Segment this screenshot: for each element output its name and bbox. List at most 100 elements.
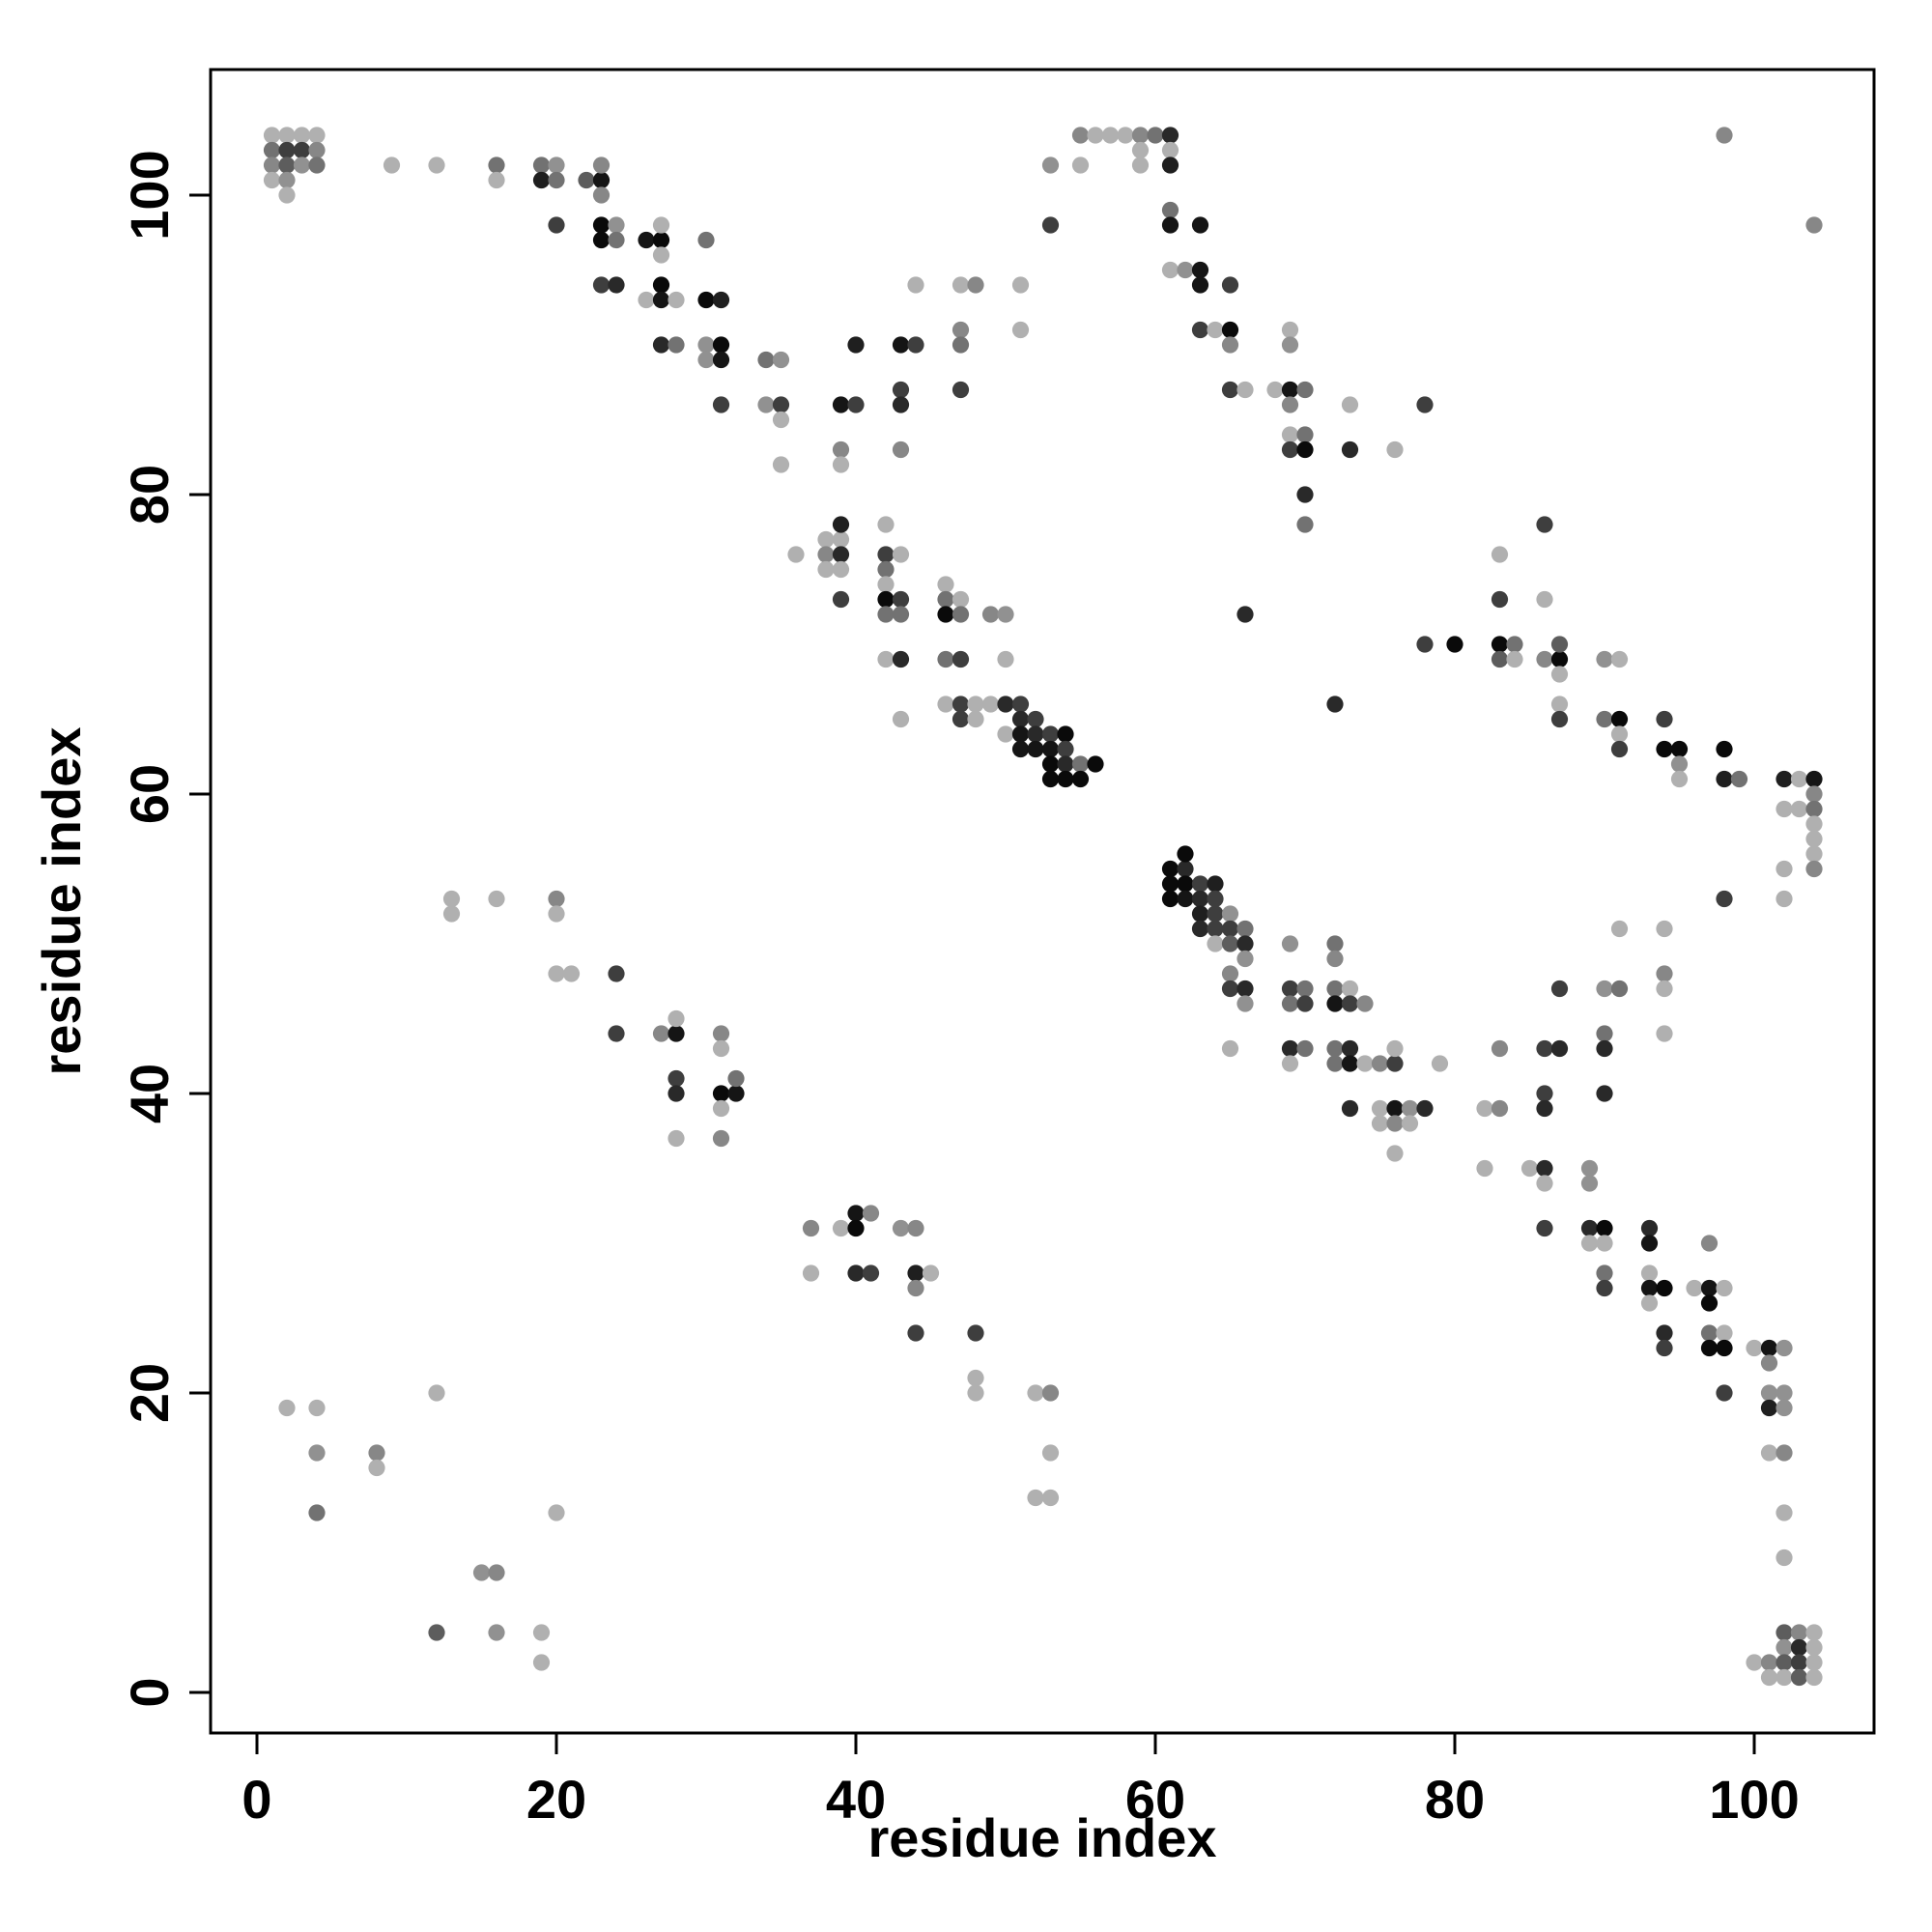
contact-point xyxy=(1011,725,1030,743)
contact-point xyxy=(1776,1624,1793,1641)
y-tick-label: 20 xyxy=(119,1363,180,1423)
contact-point xyxy=(712,336,730,354)
contact-point xyxy=(697,231,715,249)
contact-point xyxy=(892,381,910,399)
contact-point xyxy=(1790,1668,1808,1687)
contact-point xyxy=(1716,770,1733,788)
contact-point xyxy=(1536,1175,1553,1192)
contact-point xyxy=(488,890,505,908)
contact-point xyxy=(1700,1294,1719,1312)
contact-point xyxy=(1656,1324,1673,1342)
contact-point xyxy=(802,1219,820,1237)
contact-point xyxy=(1131,127,1150,144)
contact-point xyxy=(1610,710,1629,728)
contact-point xyxy=(847,396,865,413)
contact-point xyxy=(428,156,445,174)
contact-point xyxy=(1580,1159,1599,1178)
contact-point xyxy=(1640,1279,1659,1297)
contact-point xyxy=(1416,1099,1434,1118)
contact-point xyxy=(1326,1039,1344,1058)
contact-point xyxy=(847,1205,865,1222)
contact-point xyxy=(1596,1235,1613,1252)
contact-point xyxy=(1281,321,1299,339)
contact-point xyxy=(308,1399,326,1417)
contact-point xyxy=(1760,1444,1778,1462)
contact-point xyxy=(532,1654,551,1671)
contact-point xyxy=(1147,127,1164,144)
contact-point xyxy=(997,696,1014,713)
contact-point xyxy=(892,650,910,668)
contact-point xyxy=(1191,276,1209,294)
contact-point xyxy=(668,1025,685,1042)
contact-point xyxy=(562,965,581,982)
contact-point xyxy=(1776,890,1793,908)
contact-point xyxy=(1431,1055,1449,1072)
contact-point xyxy=(1281,381,1299,399)
contact-point xyxy=(1790,1654,1808,1671)
x-tick-label: 0 xyxy=(242,1769,271,1830)
contact-point xyxy=(877,650,895,668)
contact-point xyxy=(1790,800,1808,818)
contact-point xyxy=(1656,740,1673,758)
contact-point xyxy=(1536,1219,1553,1237)
contact-point xyxy=(1011,696,1030,713)
contact-point xyxy=(1011,276,1030,294)
contact-point xyxy=(1760,1384,1778,1402)
contact-point xyxy=(907,1324,924,1342)
contact-point xyxy=(697,336,715,354)
contact-point xyxy=(952,276,970,294)
contact-point xyxy=(1326,696,1344,713)
contact-point xyxy=(712,1025,730,1042)
contact-point xyxy=(1281,1055,1299,1072)
contact-point xyxy=(1011,710,1030,728)
contact-point xyxy=(1386,1039,1404,1058)
contact-point xyxy=(548,905,565,923)
contact-point xyxy=(1191,905,1209,923)
contact-point xyxy=(981,696,1000,713)
contact-point xyxy=(1580,1219,1599,1237)
contact-point xyxy=(608,231,625,249)
contact-point xyxy=(1326,950,1344,968)
contact-point xyxy=(1236,950,1254,968)
contact-point xyxy=(1191,321,1209,339)
contact-point xyxy=(892,1219,910,1237)
contact-point xyxy=(278,127,296,144)
contact-point xyxy=(997,606,1014,623)
y-tick-label: 100 xyxy=(119,150,180,240)
contact-point xyxy=(1716,1384,1733,1402)
contact-point xyxy=(697,291,715,309)
contact-point xyxy=(1610,920,1629,938)
contact-point xyxy=(1281,995,1299,1012)
x-tick-label: 20 xyxy=(526,1769,586,1830)
contact-point xyxy=(1776,800,1793,818)
contact-point xyxy=(293,141,311,159)
contact-point xyxy=(1536,650,1553,668)
contact-point xyxy=(1686,1279,1703,1297)
contact-point xyxy=(1776,1654,1793,1671)
contact-point xyxy=(1550,650,1569,668)
contact-point xyxy=(1776,1548,1793,1567)
contact-point xyxy=(1416,396,1434,413)
contact-point xyxy=(1776,1399,1793,1417)
contact-point xyxy=(1161,156,1179,174)
contact-point xyxy=(952,381,970,399)
contact-point xyxy=(548,965,565,982)
contact-point xyxy=(1296,426,1314,443)
contact-point xyxy=(668,1129,685,1148)
contact-point xyxy=(1341,995,1359,1012)
contact-point xyxy=(263,171,281,189)
contact-point xyxy=(937,590,954,609)
contact-point xyxy=(1371,1099,1389,1118)
contact-point xyxy=(1536,1159,1553,1178)
contact-point xyxy=(1790,770,1808,788)
contact-point xyxy=(892,440,910,459)
contact-point xyxy=(847,336,865,354)
contact-point xyxy=(1536,590,1553,609)
contact-point xyxy=(488,171,505,189)
contact-point xyxy=(1161,875,1179,893)
contact-point xyxy=(1027,1384,1044,1402)
contact-point xyxy=(877,576,895,593)
x-tick-label: 40 xyxy=(826,1769,886,1830)
contact-point xyxy=(1550,1039,1569,1058)
contact-point xyxy=(832,560,850,579)
